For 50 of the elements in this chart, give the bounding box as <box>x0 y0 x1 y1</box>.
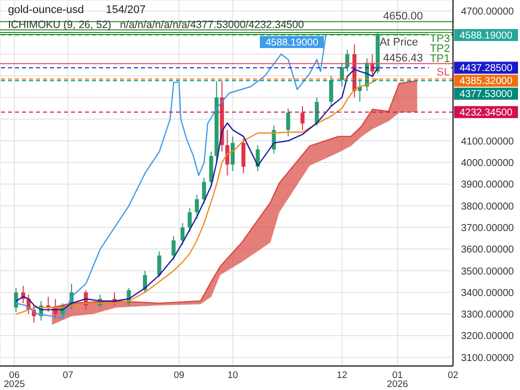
candlestick <box>241 138 246 174</box>
candlestick <box>225 129 230 176</box>
ref-line-label: 4377.53000 <box>460 89 513 100</box>
candlestick <box>329 75 334 107</box>
y-tick-label: 3400.00000 <box>461 288 514 299</box>
chart-title: gold-ounce-usd <box>8 4 84 16</box>
ref-line-label: SL <box>436 66 450 79</box>
x-tick-label: 07 <box>62 370 74 381</box>
candlestick <box>180 222 185 246</box>
candlestick <box>345 49 350 72</box>
y-tick-label: 3200.00000 <box>461 331 514 342</box>
candlestick <box>172 236 176 260</box>
candlestick <box>188 207 192 232</box>
candlestick <box>202 177 206 204</box>
annotation: 4650.00 <box>383 10 423 23</box>
x-tick-label: 02 <box>448 370 458 381</box>
ref-line-label: TP2 <box>430 42 450 55</box>
ref-line-label: TP1 <box>430 52 450 65</box>
y-tick-label: 3700.00000 <box>461 222 514 234</box>
y-tick-label: 3500.00000 <box>461 266 514 278</box>
ref-line-label: 4437.28500 <box>460 63 513 74</box>
y-tick-label: 4000.00000 <box>461 158 514 169</box>
y-tick-label: 3800.00000 <box>461 201 514 212</box>
ref-line-label: 4385.32000 <box>460 76 513 88</box>
ref-line-label: 4588.19000 <box>460 30 513 42</box>
line-series <box>16 34 326 319</box>
x-tick-label: 06 2025 <box>4 370 25 390</box>
data-label: 4588.19000 <box>265 38 319 49</box>
candlestick <box>286 108 290 137</box>
candlestick <box>340 62 344 88</box>
annotation: ICHIMOKU (9, 26, 52) n/a/n/a/n/a/n/a/4377.53000/4232.34500 <box>8 19 304 31</box>
y-tick-label: 3900.00000 <box>461 180 514 191</box>
x-tick-label: 01 2026 <box>386 370 408 390</box>
candlestick <box>300 106 305 130</box>
y-tick-label: 3100.00000 <box>461 352 514 364</box>
candlestick <box>194 194 199 220</box>
annotation: 4456.43 <box>383 52 423 65</box>
x-tick-label: 09 <box>174 370 184 381</box>
y-tick-label: 4700.00000 <box>461 6 514 18</box>
candlestick <box>157 250 162 278</box>
chart-subtitle: 154/207 <box>106 4 146 16</box>
ref-line-label: 4232.34500 <box>460 108 513 119</box>
ref-line-label: TP3 <box>430 32 450 45</box>
y-tick-label: 3300.00000 <box>461 310 514 321</box>
annotation: At Price <box>380 36 418 49</box>
x-tick-label: 10 <box>227 370 238 381</box>
candlestick <box>230 136 235 172</box>
x-tick-label: 12 <box>336 370 348 381</box>
y-tick-label: 3600.00000 <box>461 244 514 256</box>
y-tick-label: 4100.00000 <box>461 136 514 148</box>
